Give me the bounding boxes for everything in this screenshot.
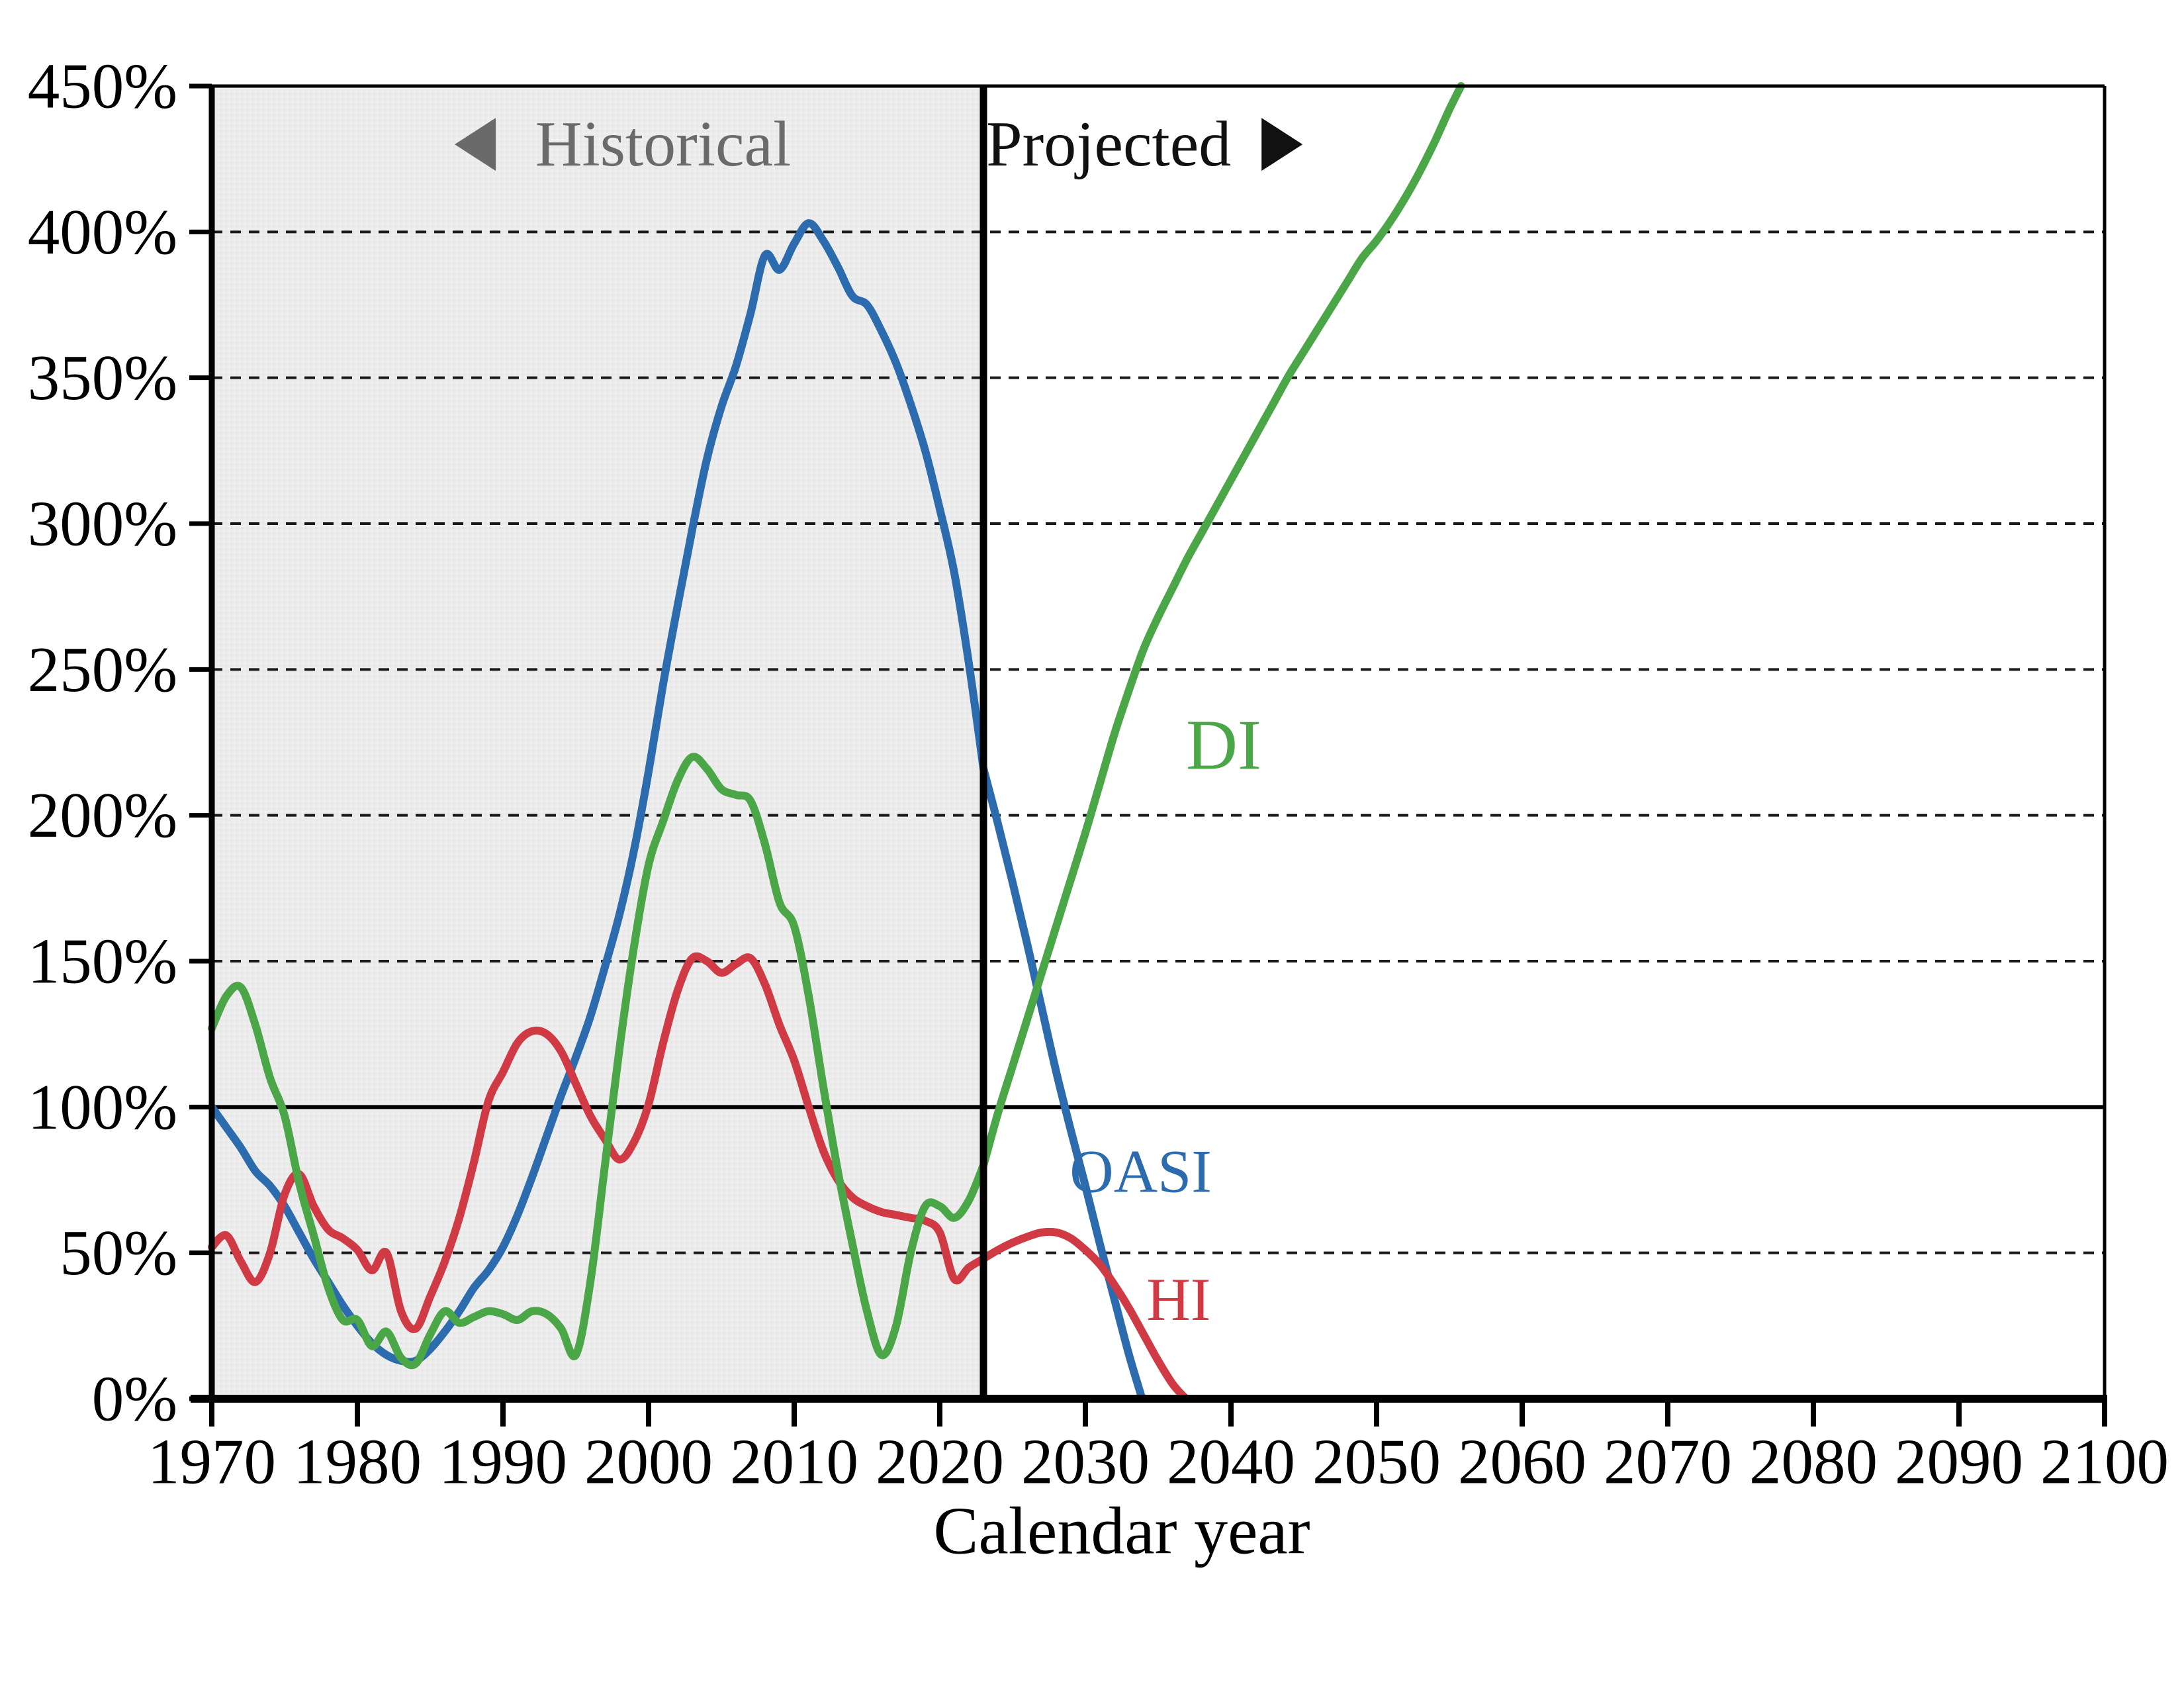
left-triangle-icon bbox=[455, 118, 496, 171]
right-triangle-icon bbox=[1261, 118, 1303, 171]
region-label-historical: Historical bbox=[535, 109, 791, 180]
x-tick-label-1980: 1980 bbox=[293, 1427, 422, 1497]
y-tick-label-200: 200% bbox=[28, 780, 177, 851]
series-hi-projected-line bbox=[979, 1227, 1190, 1403]
series-di-historical-line bbox=[208, 753, 987, 1370]
y-tick-label-400: 400% bbox=[28, 197, 177, 267]
y-tick-label-0: 0% bbox=[92, 1364, 177, 1434]
x-tick-label-2040: 2040 bbox=[1167, 1427, 1295, 1497]
y-tick-label-300: 300% bbox=[28, 489, 177, 559]
x-tick-label-2080: 2080 bbox=[1749, 1427, 1878, 1497]
y-tick-label-150: 150% bbox=[28, 926, 177, 997]
x-tick-label-2030: 2030 bbox=[1021, 1427, 1150, 1497]
series-label-hi: HI bbox=[1146, 1266, 1210, 1333]
y-tick-label-450: 450% bbox=[28, 51, 177, 122]
y-tick-label-100: 100% bbox=[28, 1072, 177, 1143]
historical-region bbox=[212, 86, 983, 1399]
x-tick-label-2100: 2100 bbox=[2040, 1427, 2169, 1497]
y-tick-label-50: 50% bbox=[60, 1217, 177, 1288]
series-di-projected-line bbox=[979, 82, 1465, 1170]
series-oasi-projected-line bbox=[979, 765, 1146, 1403]
x-tick-label-1970: 1970 bbox=[148, 1427, 276, 1497]
x-tick-label-2010: 2010 bbox=[730, 1427, 858, 1497]
y-tick-label-350: 350% bbox=[28, 342, 177, 413]
series-label-oasi: OASI bbox=[1069, 1137, 1212, 1205]
x-tick-label-2050: 2050 bbox=[1312, 1427, 1441, 1497]
x-tick-label-2060: 2060 bbox=[1458, 1427, 1586, 1497]
x-tick-label-2090: 2090 bbox=[1895, 1427, 2023, 1497]
series-hi-historical-line bbox=[208, 952, 987, 1333]
x-axis-title: Calendar year bbox=[933, 1494, 1310, 1569]
series-label-di: DI bbox=[1186, 706, 1261, 784]
y-tick-label-250: 250% bbox=[28, 634, 177, 705]
x-tick-label-2070: 2070 bbox=[1604, 1427, 1732, 1497]
x-tick-label-2000: 2000 bbox=[584, 1427, 713, 1497]
x-tick-label-1990: 1990 bbox=[439, 1427, 567, 1497]
region-label-projected: Projected bbox=[986, 109, 1231, 180]
x-tick-label-2020: 2020 bbox=[876, 1427, 1004, 1497]
